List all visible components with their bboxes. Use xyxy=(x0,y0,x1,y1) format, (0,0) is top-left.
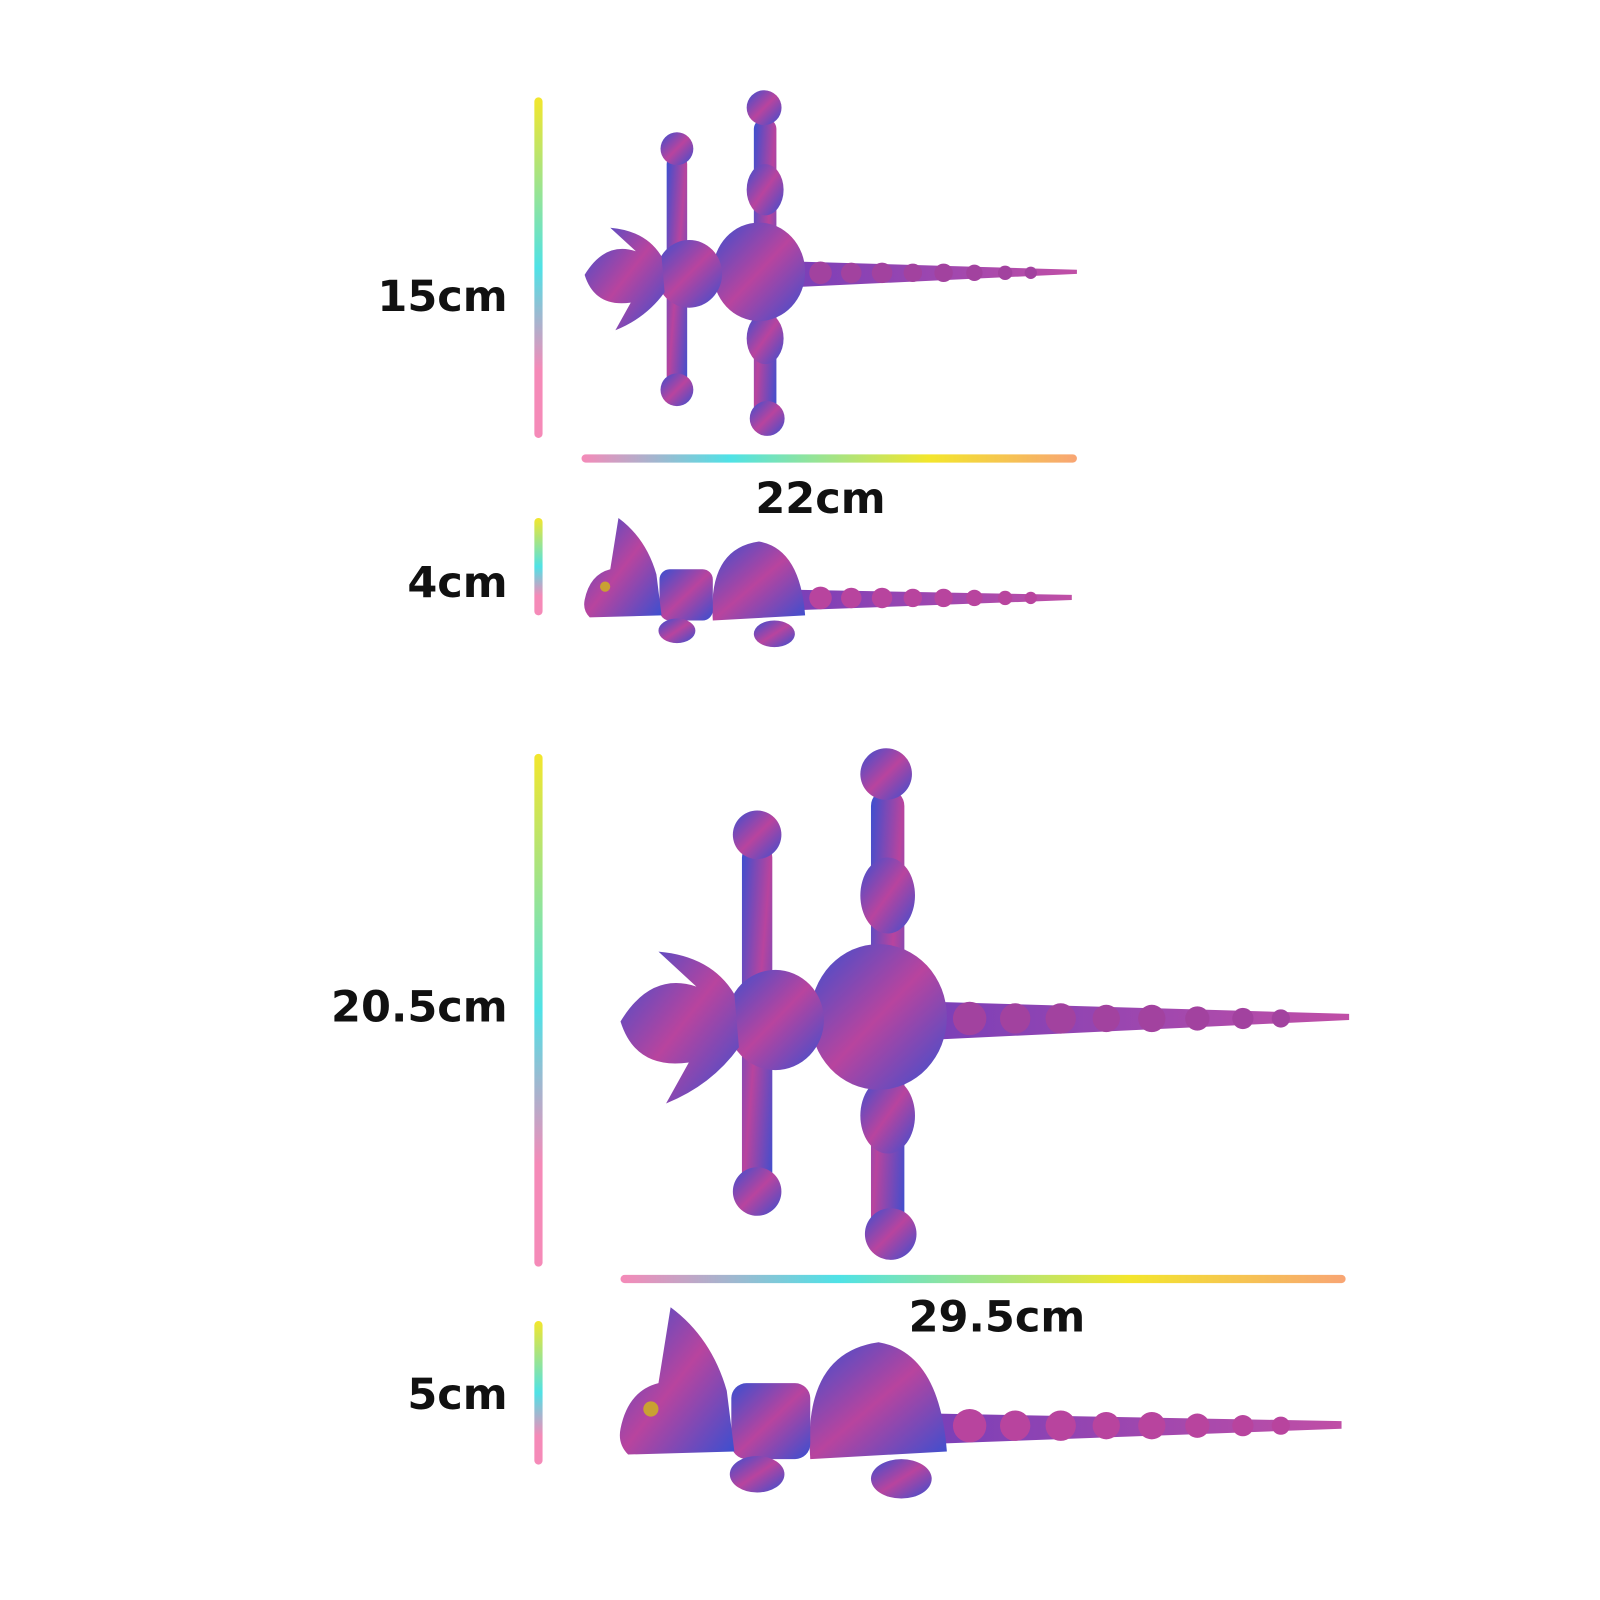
height-label-large-side: 5cm xyxy=(407,1370,507,1420)
length-bar-large xyxy=(620,1274,1346,1284)
height-label-small-side: 4cm xyxy=(407,558,507,608)
length-label-large: 29.5cm xyxy=(909,1292,1086,1342)
figure-small-top-view xyxy=(584,90,1077,436)
height-bar-small-top xyxy=(534,97,543,438)
height-bar-large-side xyxy=(534,1321,543,1465)
height-bar-small-side xyxy=(534,517,543,616)
height-label-small-top: 15cm xyxy=(377,272,507,322)
length-bar-small xyxy=(581,454,1077,463)
length-label-small: 22cm xyxy=(755,474,885,524)
height-bar-large-top xyxy=(534,753,543,1267)
figure-large-top-view xyxy=(620,748,1350,1260)
figure-small-side-view xyxy=(584,517,1072,648)
height-label-large-top: 20.5cm xyxy=(331,983,508,1033)
